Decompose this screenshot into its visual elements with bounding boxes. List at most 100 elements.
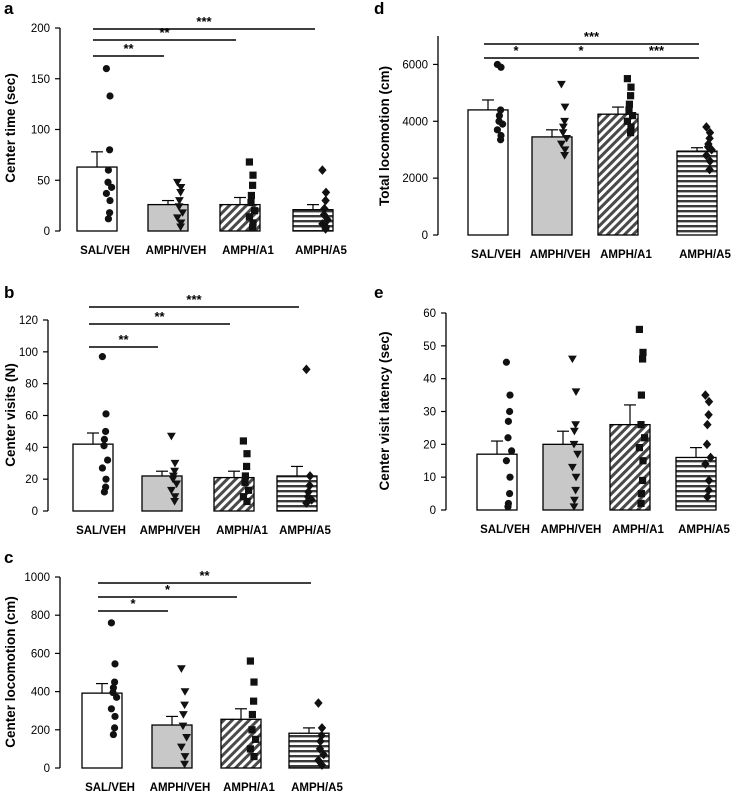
significance-label: * (165, 582, 171, 597)
data-point (318, 165, 327, 175)
y-tick-label: 50 (37, 175, 50, 187)
ylabel-c: Center locomotion (cm) (3, 596, 18, 748)
data-point (321, 187, 331, 198)
y-tick-label: 60 (423, 308, 436, 320)
data-point (111, 660, 119, 668)
panel-b: b Center visits (N) (3, 283, 18, 467)
data-point (102, 475, 110, 483)
y-tick-label: 1000 (24, 572, 50, 584)
data-point (180, 753, 190, 761)
ylabel-e: Center visit latency (sec) (377, 331, 392, 490)
data-point (571, 421, 580, 429)
category-label: AMPH/A1 (223, 782, 275, 794)
category-label: AMPH/A1 (600, 249, 652, 261)
plot-b: 0 20 40 60 80 100 120 SAL/VEH AMPH/VEH AMPH/A1 AMP… (19, 292, 332, 537)
bar-group (675, 390, 717, 511)
category-label: AMPH/VEH (140, 525, 201, 537)
data-point (321, 224, 330, 234)
data-point (705, 156, 715, 166)
data-point (639, 476, 647, 485)
data-point (508, 447, 516, 455)
data-point (559, 123, 568, 132)
data-point (172, 480, 181, 489)
data-point (102, 189, 110, 198)
data-point (625, 106, 633, 114)
y-tick-label: 0 (44, 226, 50, 238)
data-point (623, 117, 631, 125)
data-point (705, 133, 714, 144)
data-point (170, 459, 180, 468)
category-label: AMPH/VEH (146, 245, 207, 257)
ylabel-a: Center time (sec) (3, 73, 18, 183)
data-point (104, 166, 112, 174)
category-label: SAL/VEH (85, 782, 135, 794)
ylabel-d: Total locomotion (cm) (377, 66, 392, 206)
data-point (245, 486, 253, 494)
category-label: AMPH/A5 (279, 525, 331, 537)
data-point (182, 734, 191, 742)
y-tick-label: 100 (19, 347, 38, 359)
data-point (111, 724, 119, 732)
data-point (557, 80, 566, 89)
data-point (639, 348, 647, 356)
data-point (497, 136, 505, 144)
data-point (98, 353, 106, 361)
data-point (701, 390, 710, 400)
bar-group (542, 355, 584, 511)
data-point (173, 178, 182, 187)
significance-label: ** (154, 309, 165, 324)
y-tick-label: 200 (31, 725, 50, 737)
category-label: AMPH/A5 (679, 249, 731, 261)
data-point (317, 723, 327, 733)
data-point (558, 129, 568, 137)
data-point (248, 710, 256, 719)
data-point (170, 498, 179, 506)
data-point (249, 224, 257, 232)
significance-label: *** (649, 43, 665, 58)
data-point (497, 63, 505, 71)
data-point (251, 207, 259, 215)
data-point (250, 697, 258, 705)
data-point (570, 496, 579, 505)
bar-group (76, 65, 118, 232)
data-point (703, 419, 712, 430)
bar-group (609, 325, 651, 511)
data-point (302, 498, 311, 508)
data-point (174, 203, 184, 211)
data-point (178, 722, 188, 731)
bar-group (292, 165, 334, 234)
data-point (177, 665, 186, 673)
data-point (704, 485, 713, 496)
data-point (108, 183, 116, 191)
y-tick-label: 20 (423, 439, 436, 451)
category-label: SAL/VEH (80, 245, 130, 257)
bar-group (72, 353, 114, 512)
data-point (497, 106, 505, 114)
data-point (243, 462, 251, 471)
y-tick-label: 6000 (402, 59, 428, 71)
data-point (637, 489, 645, 498)
data-point (627, 123, 635, 131)
data-point (303, 491, 313, 502)
bar-group (467, 60, 509, 236)
data-point (560, 152, 569, 160)
data-point (305, 480, 314, 491)
bar-group (151, 665, 193, 769)
y-tick-label: 40 (423, 374, 436, 386)
data-point (249, 219, 257, 227)
data-point (504, 417, 512, 425)
data-point (318, 219, 327, 229)
significance-label: * (578, 43, 584, 58)
data-point (506, 473, 514, 481)
bar-group (220, 657, 262, 769)
data-point (493, 126, 501, 134)
data-point (102, 65, 110, 73)
y-tick-label: 40 (25, 442, 38, 454)
data-point (502, 457, 510, 465)
data-point (243, 497, 251, 506)
significance-label: ** (123, 41, 134, 56)
data-point (319, 749, 328, 760)
data-point (571, 486, 580, 495)
significance-label: *** (196, 14, 212, 29)
data-point (249, 171, 257, 179)
